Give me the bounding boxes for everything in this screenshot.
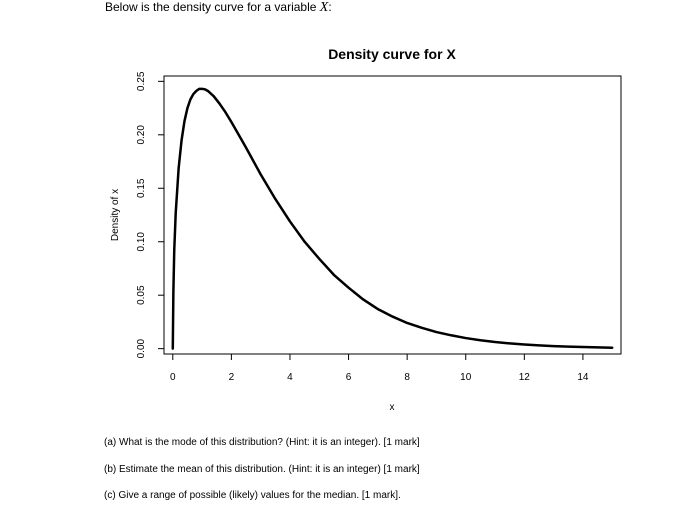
intro-suffix: : bbox=[328, 0, 332, 14]
x-tick-label: 14 bbox=[577, 372, 589, 383]
x-tick-label: 12 bbox=[519, 372, 531, 383]
question-c: (c) Give a range of possible (likely) va… bbox=[104, 490, 401, 501]
x-tick-label: 8 bbox=[404, 372, 410, 383]
y-tick-label: 0.25 bbox=[136, 71, 147, 91]
y-tick-label: 0.15 bbox=[136, 178, 147, 198]
x-tick-label: 2 bbox=[229, 372, 235, 383]
intro-sentence: Below is the density curve for a variabl… bbox=[105, 0, 317, 14]
y-tick-label: 0.05 bbox=[136, 285, 147, 305]
y-axis: 0.00 0.05 0.10 0.15 0.20 0.25 bbox=[136, 71, 164, 358]
question-a: (a) What is the mode of this distributio… bbox=[104, 437, 420, 448]
chart-title: Density curve for X bbox=[328, 46, 456, 62]
intro-text: Below is the density curve for a variabl… bbox=[105, 0, 332, 16]
question-b: (b) Estimate the mean of this distributi… bbox=[104, 464, 420, 475]
density-curve bbox=[171, 87, 614, 350]
intro-variable: X bbox=[319, 0, 329, 15]
x-axis: 0 2 4 6 8 10 12 14 bbox=[170, 354, 589, 383]
y-tick-label: 0.00 bbox=[136, 338, 147, 358]
plot-frame bbox=[163, 75, 622, 355]
x-axis-label: x bbox=[390, 402, 395, 413]
x-tick-label: 6 bbox=[346, 372, 352, 383]
y-tick-label: 0.10 bbox=[136, 232, 147, 252]
x-tick-label: 4 bbox=[287, 372, 293, 383]
x-tick-label: 0 bbox=[170, 372, 176, 383]
y-axis-label: Density of x bbox=[110, 189, 121, 241]
x-tick-label: 10 bbox=[460, 372, 472, 383]
y-tick-label: 0.20 bbox=[136, 125, 147, 145]
